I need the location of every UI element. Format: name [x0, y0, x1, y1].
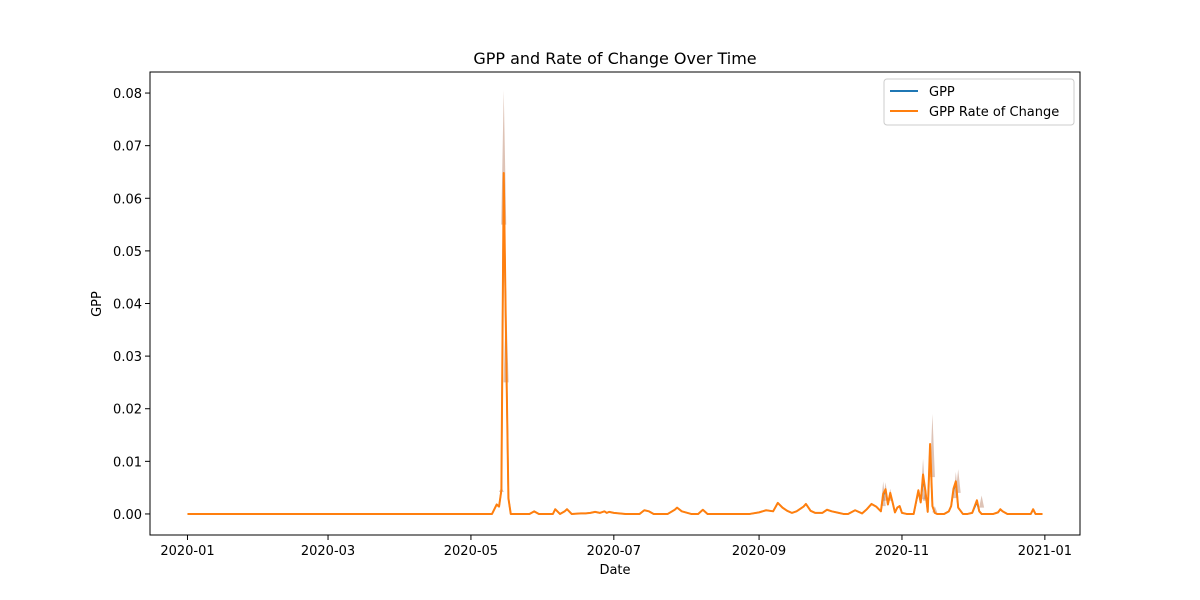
chart-title: GPP and Rate of Change Over Time	[473, 49, 756, 68]
x-tick-label: 2020-07	[587, 544, 641, 559]
y-tick-label: 0.00	[113, 508, 142, 523]
y-tick-label: 0.06	[113, 192, 142, 207]
y-axis: 0.00 0.01 0.02 0.03 0.04 0.05 0.06 0.07 0.08	[113, 87, 150, 523]
x-tick-label: 2020-09	[732, 544, 786, 559]
confidence-band	[979, 495, 985, 508]
x-tick-label: 2021-01	[1018, 544, 1072, 559]
legend-label-gpp-rate-of-change: GPP Rate of Change	[929, 105, 1059, 120]
y-tick-label: 0.03	[113, 350, 142, 365]
legend-box	[883, 78, 1075, 126]
x-axis-label: Date	[599, 563, 630, 578]
legend: GPP GPP Rate of Change	[883, 78, 1075, 126]
legend-label-gpp: GPP	[929, 85, 955, 100]
y-tick-label: 0.02	[113, 403, 142, 418]
y-tick-label: 0.04	[113, 298, 142, 313]
y-tick-label: 0.01	[113, 455, 142, 470]
x-tick-label: 2020-05	[444, 544, 498, 559]
y-axis-label: GPP	[90, 291, 105, 317]
x-tick-label: 2020-11	[875, 544, 929, 559]
y-tick-label: 0.08	[113, 87, 142, 102]
series-line-gpp-rate-of-change	[187, 172, 1043, 515]
y-tick-label: 0.05	[113, 245, 142, 260]
series-layer	[187, 172, 1043, 515]
y-tick-label: 0.07	[113, 140, 142, 155]
x-axis: 2020-01 2020-03 2020-05 2020-07 2020-09 2020-…	[160, 535, 1072, 559]
x-tick-label: 2020-01	[160, 544, 214, 559]
x-tick-label: 2020-03	[301, 544, 355, 559]
